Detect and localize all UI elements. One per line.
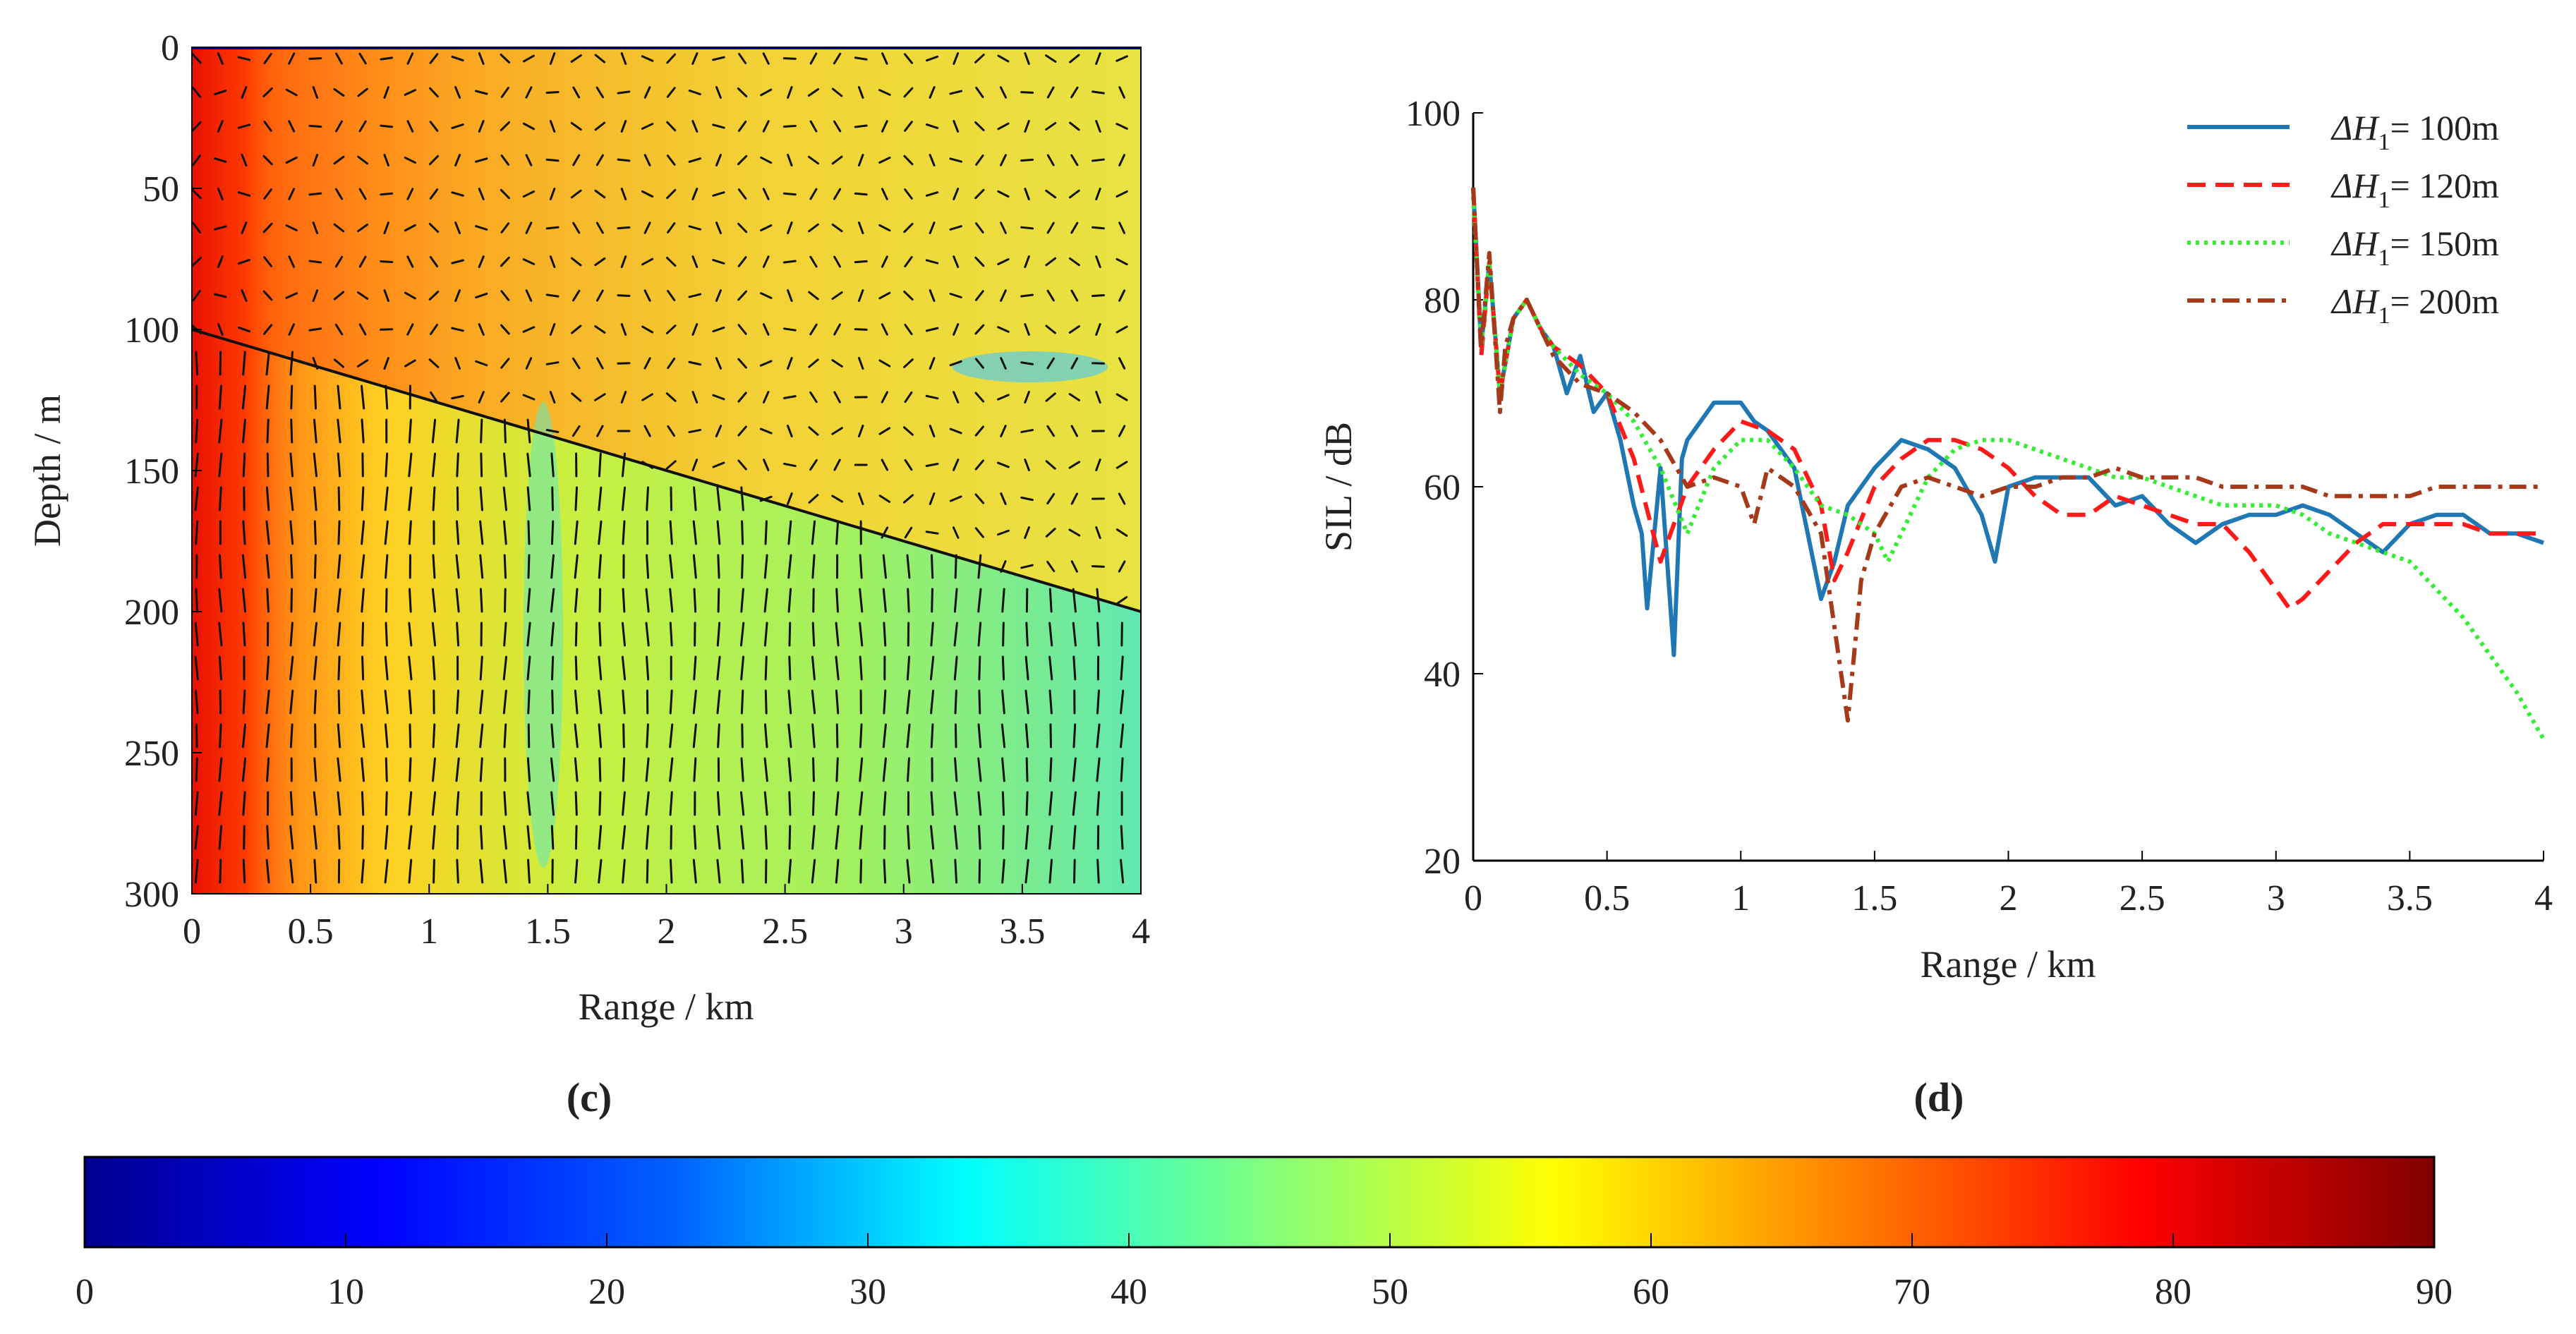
panel-d-label: (d) bbox=[1914, 1074, 1964, 1120]
colorbar-tick-label: 40 bbox=[1111, 1272, 1147, 1312]
heatmap-cyan-band bbox=[524, 402, 563, 868]
panel-c-xtick-label: 3.5 bbox=[999, 911, 1045, 952]
colorbar-tick-label: 10 bbox=[327, 1272, 364, 1312]
panel-d-xtick-label: 3.5 bbox=[2387, 878, 2433, 918]
colorbar: 0 10 20 30 40 50 60 70 80 90 bbox=[75, 1156, 2453, 1312]
panel-c-xtick-label: 1 bbox=[420, 911, 438, 952]
panel-c-label: (c) bbox=[567, 1074, 612, 1120]
panel-d-xlabel: Range / km bbox=[1921, 943, 2096, 986]
panel-c-xtick-label: 1.5 bbox=[525, 911, 571, 952]
series-line-2 bbox=[1471, 187, 2544, 611]
panel-c-ytick-label: 200 bbox=[124, 593, 179, 633]
heatmap-upper-layer bbox=[192, 47, 1141, 611]
panel-d-ytick-label: 100 bbox=[1405, 94, 1461, 134]
colorbar-tick-label: 80 bbox=[2155, 1272, 2191, 1312]
panel-c-xlabel: Range / km bbox=[579, 986, 754, 1028]
heatmap-blue-eddy bbox=[953, 351, 1108, 382]
colorbar-tick-label: 90 bbox=[2416, 1272, 2453, 1312]
panel-d-ytick-label: 60 bbox=[1424, 468, 1461, 508]
panel-c-xtick-label: 2 bbox=[658, 911, 676, 952]
panel-d-xtick-label: 3 bbox=[2267, 878, 2285, 918]
legend-label-2: ΔH1= 120m bbox=[2330, 166, 2499, 213]
panel-d-ylabel: SIL / dB bbox=[1317, 422, 1360, 552]
panel-c-ytick-label: 50 bbox=[143, 169, 179, 210]
panel-c-ytick-label: 150 bbox=[124, 451, 179, 492]
panel-d-xtick-label: 1.5 bbox=[1851, 878, 1897, 918]
panel-d-ytick-label: 80 bbox=[1424, 281, 1461, 321]
series-line-3 bbox=[1471, 197, 2546, 741]
panel-c-ytick-label: 0 bbox=[161, 28, 179, 68]
colorbar-tick-label: 20 bbox=[588, 1272, 625, 1312]
legend-label-4: ΔH1= 200m bbox=[2330, 281, 2499, 329]
velocity-arrows bbox=[192, 51, 1128, 884]
panel-c-xtick-label: 0 bbox=[183, 911, 201, 952]
colorbar-tick-label: 60 bbox=[1633, 1272, 1669, 1312]
panel-c-ylabel: Depth / m bbox=[26, 394, 68, 547]
panel-c-xtick-label: 4 bbox=[1132, 911, 1150, 952]
panel-d-ytick-label: 20 bbox=[1424, 842, 1461, 882]
panel-d-xtick-label: 2 bbox=[2000, 878, 2018, 918]
legend-label-3: ΔH1= 150m bbox=[2330, 224, 2499, 271]
panel-c-xtick-label: 3 bbox=[895, 911, 913, 952]
panel-c-heatmap: 0 0.5 1 1.5 2 2.5 3 3.5 4 0 50 100 150 200 250 300 Ran… bbox=[26, 28, 1150, 1120]
panel-c-ytick-label: 300 bbox=[124, 875, 179, 915]
panel-d-y-ticks: 20 40 60 80 100 bbox=[1405, 94, 1483, 882]
panel-c-y-ticks: 0 50 100 150 200 250 300 bbox=[124, 28, 202, 915]
panel-d-xtick-label: 2.5 bbox=[2120, 878, 2165, 918]
legend: ΔH1= 100m ΔH1= 120m ΔH1= 150m ΔH1= 200m bbox=[2187, 108, 2499, 329]
colorbar-tick-label: 50 bbox=[1372, 1272, 1408, 1312]
interface-line bbox=[191, 328, 1142, 613]
panel-d-xtick-label: 4 bbox=[2534, 878, 2553, 918]
panel-d-xtick-label: 1 bbox=[1731, 878, 1750, 918]
heatmap-surface bbox=[192, 47, 1141, 49]
colorbar-gradient bbox=[83, 1156, 2436, 1249]
panel-d-x-ticks: 0 0.5 1 1.5 2 2.5 3 3.5 4 bbox=[1464, 851, 2553, 918]
panel-d-series bbox=[1471, 187, 2546, 741]
panel-d-ytick-label: 40 bbox=[1424, 655, 1461, 695]
panel-c-ytick-label: 100 bbox=[124, 310, 179, 351]
panel-d-xtick-label: 0.5 bbox=[1584, 878, 1630, 918]
panel-d-line-chart: 0 0.5 1 1.5 2 2.5 3 3.5 4 20 40 60 80 100 Range / km… bbox=[1317, 94, 2553, 1120]
panel-c-xtick-label: 2.5 bbox=[762, 911, 808, 952]
panel-c-xtick-label: 0.5 bbox=[288, 911, 334, 952]
legend-label-1: ΔH1= 100m bbox=[2330, 108, 2499, 155]
colorbar-tick-label: 30 bbox=[849, 1272, 886, 1312]
series-line-4 bbox=[1471, 187, 2544, 723]
panel-c-x-ticks: 0 0.5 1 1.5 2 2.5 3 3.5 4 bbox=[183, 884, 1150, 952]
panel-c-ytick-label: 250 bbox=[124, 734, 179, 774]
colorbar-tick-label: 0 bbox=[75, 1272, 94, 1312]
colorbar-ticks: 0 10 20 30 40 50 60 70 80 90 bbox=[75, 1233, 2453, 1312]
colorbar-tick-label: 70 bbox=[1894, 1272, 1930, 1312]
panel-d-xtick-label: 0 bbox=[1464, 878, 1482, 918]
